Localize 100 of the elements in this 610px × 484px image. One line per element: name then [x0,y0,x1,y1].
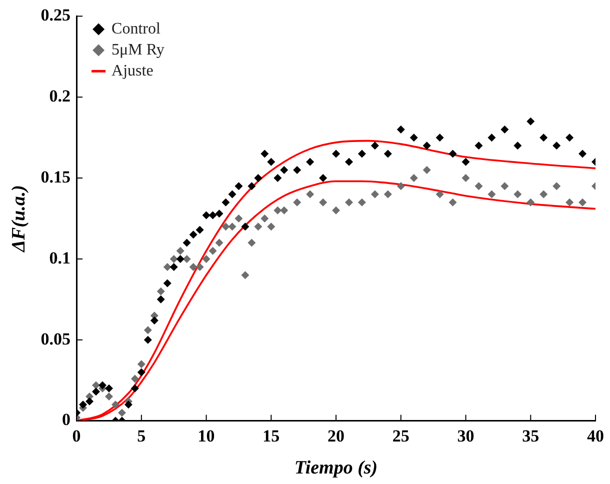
point [422,142,431,150]
y-axis-title: ΔF(u.a.) [8,185,30,253]
point [156,295,165,304]
point [436,134,444,142]
point [462,174,470,182]
point [208,211,217,220]
point [222,222,230,231]
point [280,166,288,174]
point [189,263,198,272]
point [196,226,204,234]
point [410,134,418,142]
point [215,238,224,247]
point [345,158,353,166]
point [137,368,146,376]
x-tick-label: 10 [198,426,215,446]
x-tick-label: 15 [262,426,280,446]
point [202,211,210,220]
point [234,182,243,190]
x-tick-label: 5 [137,426,146,446]
point [248,182,256,190]
point [448,198,457,206]
point [241,271,250,280]
point [176,254,184,263]
point [540,190,548,198]
point [293,198,302,206]
point [260,214,269,222]
y-tick-label: 0.15 [40,167,71,186]
point [540,134,548,142]
y-tick-label: 0.2 [49,86,71,106]
point [370,190,379,198]
point [208,246,217,255]
point [396,125,405,134]
legend-label: Control [112,20,161,38]
point [422,166,431,174]
legend-label: Ajuste [112,62,154,80]
x-tick-label: 40 [587,426,604,446]
legend-label: 5μM Ry [112,41,164,58]
point [274,206,282,214]
point [222,198,230,206]
x-tick-label: 25 [392,426,410,446]
point [92,381,100,390]
point [176,246,184,255]
point [260,150,269,158]
point [144,326,152,334]
point [111,400,120,409]
point [306,158,314,166]
point [254,174,262,182]
x-tick-label: 30 [457,426,474,446]
point [319,198,328,206]
point [332,206,340,214]
point [514,142,522,150]
point [396,182,405,190]
point [196,263,204,272]
point [144,336,152,344]
point [170,263,178,272]
point [552,142,561,150]
point [124,400,132,409]
point [526,117,535,126]
point [578,198,587,206]
point [526,198,535,206]
point [130,384,139,392]
x-tick-label: 35 [522,426,540,446]
point [137,360,146,368]
point [234,214,243,222]
y-tick-label: 0.25 [40,6,71,25]
point [170,254,178,263]
point [514,190,522,198]
point [448,150,457,158]
point [228,190,236,198]
point [578,150,587,158]
point [163,263,172,272]
point [488,190,496,198]
point [118,408,126,417]
point [474,142,483,150]
y-tick-label: 0.05 [40,329,71,348]
point [130,374,139,383]
point [92,388,100,396]
point [566,198,574,206]
point [280,206,288,214]
point [358,198,366,206]
point [163,279,172,288]
point [462,158,470,166]
point [306,190,314,198]
point [254,222,262,231]
point [86,397,94,406]
point [215,210,224,218]
point [488,134,496,142]
point [552,182,561,190]
point [566,134,574,142]
point [293,166,302,174]
point [202,254,210,263]
point [182,238,191,247]
x-axis-title: Tiempo (s) [294,458,378,479]
point [500,182,509,190]
y-tick-label: 0.1 [49,248,71,268]
point [98,381,106,390]
point [410,174,418,182]
point [345,198,353,206]
point [79,400,88,409]
point [319,174,328,182]
